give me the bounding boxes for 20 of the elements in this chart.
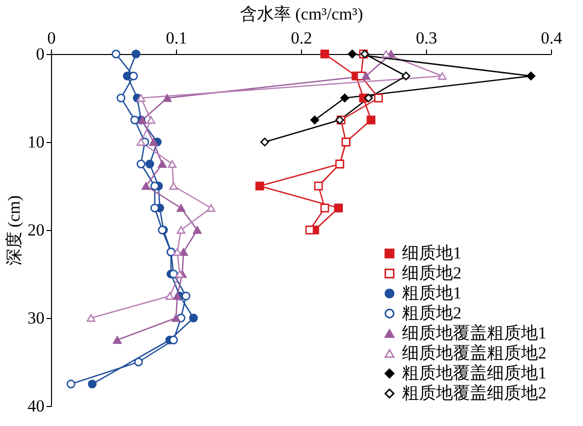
- legend-label: 粗质地1: [402, 284, 462, 302]
- x-axis-title: 含水率 (cm³/cm³): [240, 4, 364, 24]
- y-tick-label: 10: [28, 132, 44, 152]
- y-tick-label: 20: [28, 220, 44, 240]
- y-tick-label: 0: [36, 44, 44, 64]
- x-tick-label: 0.1: [166, 28, 188, 48]
- legend-label: 粗质地2: [402, 304, 462, 322]
- y-tick-label: 40: [28, 396, 44, 416]
- x-tick-label: 0.2: [290, 28, 312, 48]
- legend-label: 粗质地覆盖细质地1: [402, 364, 546, 382]
- x-tick-label: 0: [47, 28, 56, 48]
- x-tick-label: 0.4: [540, 28, 563, 48]
- legend-label: 细质地2: [402, 264, 462, 282]
- legend-label: 粗质地覆盖细质地2: [402, 384, 546, 402]
- legend-label: 细质地覆盖粗质地2: [402, 344, 546, 362]
- x-tick-label: 0.3: [416, 28, 438, 48]
- y-axis-title: 深度 (cm): [4, 195, 24, 266]
- y-tick-label: 30: [28, 308, 44, 328]
- legend-label: 细质地1: [402, 244, 462, 262]
- legend-label: 细质地覆盖粗质地1: [402, 324, 546, 342]
